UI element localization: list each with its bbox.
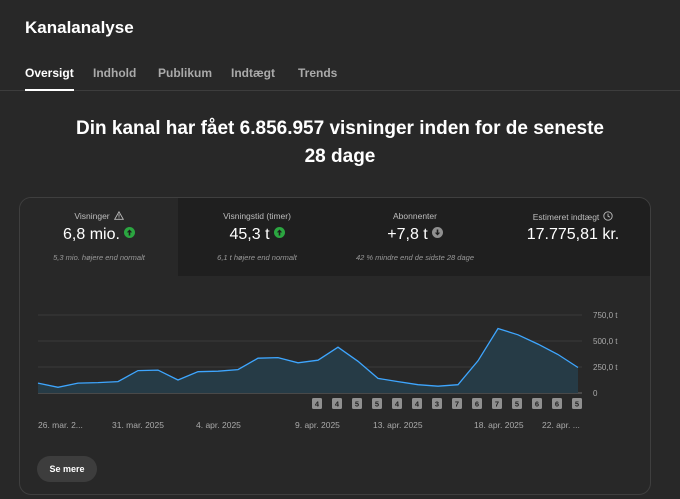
headline-line-2: 28 dage — [304, 146, 376, 167]
x-tick-label: 4. apr. 2025 — [196, 420, 241, 430]
svg-text:3: 3 — [435, 400, 439, 409]
metric-tabs: Visninger 6,8 mio. 5,3 mio. højere end n… — [20, 198, 650, 276]
x-tick-label: 22. apr. ... — [542, 420, 580, 430]
metric-views-value: 6,8 mio. — [63, 226, 120, 243]
metric-subscribers[interactable]: Abonnenter +7,8 t 42 % mindre end de sid… — [336, 198, 494, 276]
svg-text:5: 5 — [575, 400, 579, 409]
chart-markers: 4 4 5 5 4 4 3 7 6 7 5 6 6 5 — [312, 398, 582, 409]
arrow-up-icon — [123, 227, 135, 238]
views-chart: 750,0 t 500,0 t 250,0 t 0 4 4 5 5 4 4 3 7 6 7 5 6 6 5 26… — [37, 311, 618, 430]
chart-x-ticks: 26. mar. 2... 31. mar. 2025 4. apr. 2025 9.… — [38, 420, 580, 430]
svg-text:7: 7 — [455, 400, 459, 409]
video-marker: 3 — [432, 398, 442, 409]
video-marker: 5 — [352, 398, 362, 409]
svg-text:4: 4 — [415, 400, 420, 409]
arrow-down-icon — [431, 227, 443, 238]
x-tick-label: 26. mar. 2... — [38, 420, 83, 430]
video-marker: 5 — [572, 398, 582, 409]
metric-views[interactable]: Visninger 6,8 mio. 5,3 mio. højere end n… — [20, 198, 178, 276]
metric-subscribers-note: 42 % mindre end de sidste 28 dage — [356, 253, 474, 262]
chart-line — [37, 327, 579, 388]
page-title: Kanalanalyse — [25, 18, 134, 37]
arrow-up-icon — [273, 227, 285, 238]
x-tick-label: 18. apr. 2025 — [474, 420, 524, 430]
video-marker: 6 — [552, 398, 562, 409]
chart-area — [38, 328, 578, 393]
video-marker: 6 — [532, 398, 542, 409]
svg-text:6: 6 — [475, 400, 479, 409]
tab-bar: Oversigt Indhold Publikum Indtægt Trends — [0, 66, 680, 91]
video-marker: 4 — [412, 398, 422, 409]
svg-text:6: 6 — [555, 400, 559, 409]
svg-text:7: 7 — [495, 400, 499, 409]
metric-views-note: 5,3 mio. højere end normalt — [53, 253, 145, 262]
overview-card: Visninger 6,8 mio. 5,3 mio. højere end n… — [19, 197, 651, 495]
metric-views-label: Visninger — [74, 211, 110, 221]
metric-revenue-value: 17.775,81 kr. — [526, 226, 620, 243]
svg-text:5: 5 — [355, 400, 359, 409]
metric-watch-time-label: Visningstid (timer) — [223, 211, 291, 221]
video-marker: 7 — [452, 398, 462, 409]
y-tick-label: 0 — [593, 389, 598, 398]
x-tick-label: 9. apr. 2025 — [295, 420, 340, 430]
metric-revenue-label: Estimeret indtægt — [532, 212, 600, 222]
metric-watch-time[interactable]: Visningstid (timer) 45,3 t 6,1 t højere … — [178, 198, 336, 276]
svg-text:4: 4 — [395, 400, 400, 409]
x-tick-label: 31. mar. 2025 — [112, 420, 164, 430]
video-marker: 4 — [332, 398, 342, 409]
video-marker: 7 — [492, 398, 502, 409]
video-marker: 6 — [472, 398, 482, 409]
svg-text:6: 6 — [535, 400, 539, 409]
chart-y-ticks: 750,0 t 500,0 t 250,0 t 0 — [593, 311, 618, 398]
metric-subscribers-value: +7,8 t — [387, 226, 428, 243]
headline-line-1: Din kanal har fået 6.856.957 visninger i… — [76, 118, 604, 139]
tab-indhold[interactable]: Indhold — [93, 66, 137, 80]
y-tick-label: 750,0 t — [593, 311, 618, 320]
y-tick-label: 500,0 t — [593, 337, 618, 346]
clock-icon — [603, 211, 613, 223]
video-marker: 5 — [372, 398, 382, 409]
metric-subscribers-label: Abonnenter — [393, 211, 437, 221]
svg-text:5: 5 — [515, 400, 519, 409]
see-more-button[interactable]: Se mere — [37, 456, 97, 482]
warning-icon — [113, 210, 124, 222]
metric-watch-time-value: 45,3 t — [229, 226, 270, 243]
video-marker: 4 — [312, 398, 322, 409]
video-marker: 4 — [392, 398, 402, 409]
tab-indtaegt[interactable]: Indtægt — [231, 66, 275, 80]
tab-oversigt[interactable]: Oversigt — [25, 66, 74, 91]
svg-text:4: 4 — [335, 400, 340, 409]
tab-trends[interactable]: Trends — [298, 66, 338, 80]
headline: Din kanal har fået 6.856.957 visninger i… — [40, 115, 640, 171]
x-tick-label: 13. apr. 2025 — [373, 420, 423, 430]
video-marker: 5 — [512, 398, 522, 409]
metric-watch-time-note: 6,1 t højere end normalt — [217, 253, 297, 262]
metric-revenue[interactable]: Estimeret indtægt 17.775,81 kr. — [494, 198, 650, 276]
svg-text:4: 4 — [315, 400, 320, 409]
tab-publikum[interactable]: Publikum — [158, 66, 213, 80]
y-tick-label: 250,0 t — [593, 363, 618, 372]
svg-text:5: 5 — [375, 400, 379, 409]
